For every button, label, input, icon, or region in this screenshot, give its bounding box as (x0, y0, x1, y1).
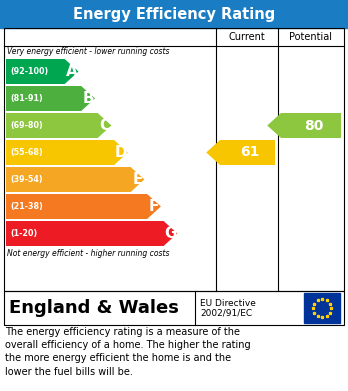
Bar (4, 291, 344, 325)
Text: (69-80): (69-80) (10, 121, 43, 130)
Text: (1-20): (1-20) (10, 229, 37, 238)
Text: F: F (149, 199, 159, 214)
Bar (304, 293, 340, 323)
Polygon shape (206, 140, 275, 165)
Text: 80: 80 (304, 118, 323, 133)
Text: Very energy efficient - lower running costs: Very energy efficient - lower running co… (7, 47, 169, 56)
Text: (81-91): (81-91) (10, 94, 43, 103)
Polygon shape (6, 86, 95, 111)
Polygon shape (6, 167, 144, 192)
Polygon shape (6, 194, 161, 219)
Text: E: E (132, 172, 143, 187)
Text: The energy efficiency rating is a measure of the
overall efficiency of a home. T: The energy efficiency rating is a measur… (5, 327, 251, 377)
Text: Current: Current (229, 32, 266, 42)
Polygon shape (6, 221, 177, 246)
Text: Potential: Potential (290, 32, 332, 42)
Text: B: B (82, 91, 94, 106)
Polygon shape (6, 59, 78, 84)
Text: Energy Efficiency Rating: Energy Efficiency Rating (73, 7, 275, 22)
Bar (0, 0, 348, 28)
Text: Not energy efficient - higher running costs: Not energy efficient - higher running co… (7, 249, 169, 258)
Text: (21-38): (21-38) (10, 202, 43, 211)
Text: EU Directive: EU Directive (200, 300, 256, 308)
Text: A: A (66, 64, 78, 79)
Text: (39-54): (39-54) (10, 175, 42, 184)
Text: D: D (115, 145, 127, 160)
Polygon shape (6, 113, 111, 138)
Bar (4, 28, 344, 291)
Text: England & Wales: England & Wales (9, 299, 179, 317)
Text: G: G (164, 226, 177, 241)
Text: C: C (99, 118, 110, 133)
Text: (55-68): (55-68) (10, 148, 43, 157)
Text: 2002/91/EC: 2002/91/EC (200, 308, 252, 317)
Polygon shape (267, 113, 341, 138)
Text: (92-100): (92-100) (10, 67, 48, 76)
Polygon shape (6, 140, 128, 165)
Text: 61: 61 (240, 145, 260, 160)
